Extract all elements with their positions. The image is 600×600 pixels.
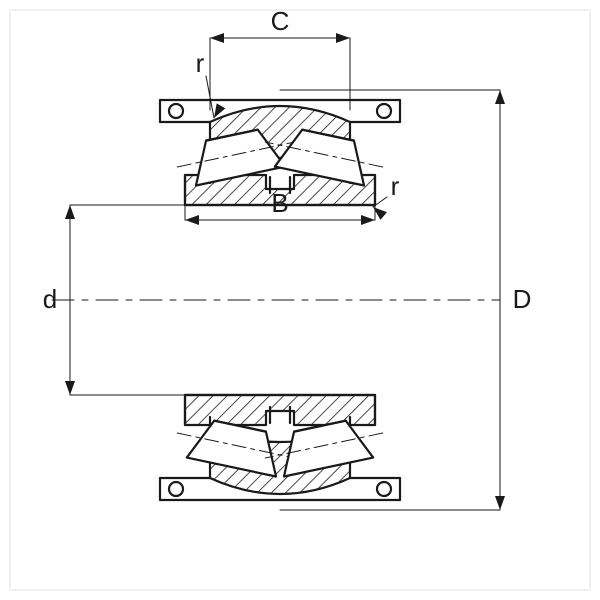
svg-text:D: D <box>513 284 532 314</box>
svg-text:r: r <box>196 48 205 78</box>
svg-text:C: C <box>271 6 290 36</box>
svg-text:B: B <box>271 188 288 218</box>
bearing-diagram: C Bd Dr r <box>0 0 600 600</box>
svg-text:r: r <box>391 171 400 201</box>
section-bottom <box>160 395 400 500</box>
svg-text:d: d <box>43 284 57 314</box>
